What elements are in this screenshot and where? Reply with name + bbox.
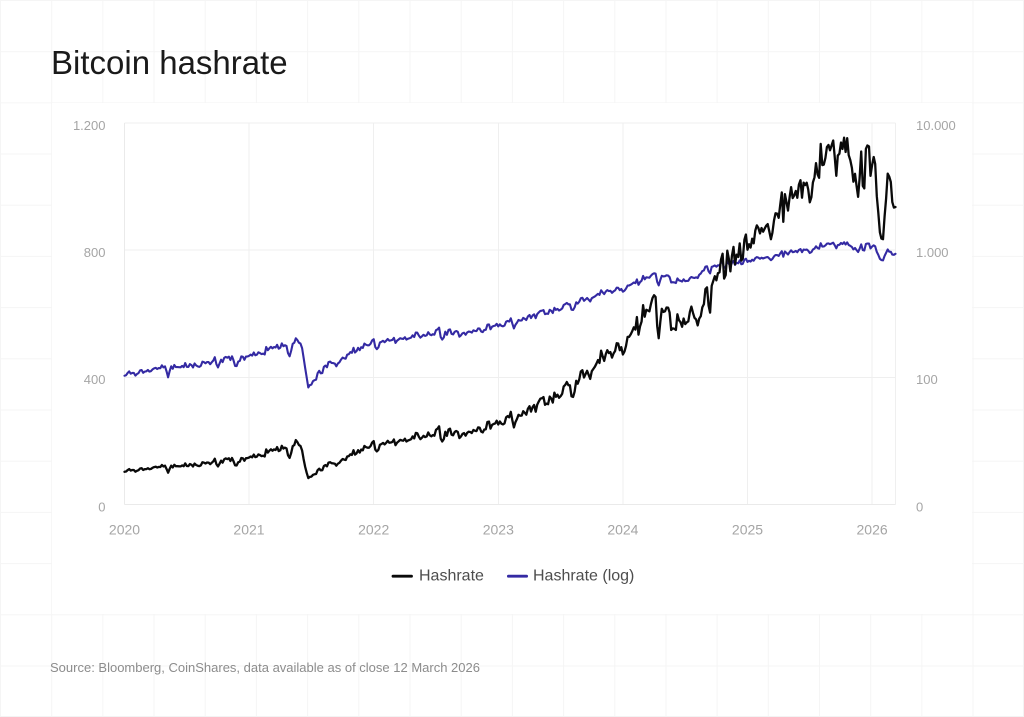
svg-text:2020: 2020	[109, 521, 140, 537]
svg-text:800: 800	[84, 245, 106, 260]
svg-text:Hashrate: Hashrate	[419, 568, 484, 585]
svg-text:1.200: 1.200	[73, 118, 106, 133]
svg-text:2026: 2026	[857, 521, 888, 537]
svg-text:0: 0	[98, 499, 105, 514]
svg-text:10.000: 10.000	[916, 118, 956, 133]
svg-text:2021: 2021	[233, 521, 264, 537]
svg-text:2025: 2025	[732, 521, 763, 537]
svg-text:Hashrate (log): Hashrate (log)	[533, 568, 634, 585]
svg-text:2024: 2024	[607, 521, 638, 537]
svg-text:400: 400	[84, 372, 106, 387]
svg-text:1.000: 1.000	[916, 245, 949, 260]
svg-text:100: 100	[916, 372, 938, 387]
svg-text:0: 0	[916, 499, 923, 514]
svg-text:2022: 2022	[358, 521, 389, 537]
svg-text:2023: 2023	[483, 521, 514, 537]
